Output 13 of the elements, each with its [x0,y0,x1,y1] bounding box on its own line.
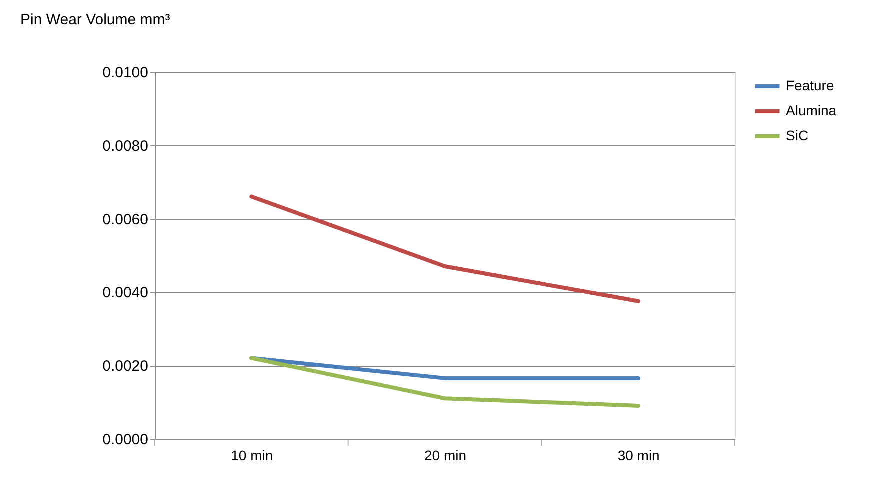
y-tick-label: 0.0060 [102,211,148,228]
x-tick-label: 30 min [618,448,660,464]
y-tick-label: 0.0000 [102,432,148,448]
legend-label: Feature [786,78,834,94]
y-axis-title: Pin Wear Volume mm³ [20,12,170,28]
legend-label: Alumina [786,102,837,118]
y-tick-label: 0.0040 [102,284,148,302]
x-tick-label: 20 min [424,448,467,464]
y-tick-label: 0.0080 [102,138,148,155]
legend-label: SiC [786,128,809,144]
y-tick-label: 0.0020 [102,358,148,376]
y-tick-label: 0.0100 [102,64,148,82]
x-tick-label: 10 min [231,448,274,464]
